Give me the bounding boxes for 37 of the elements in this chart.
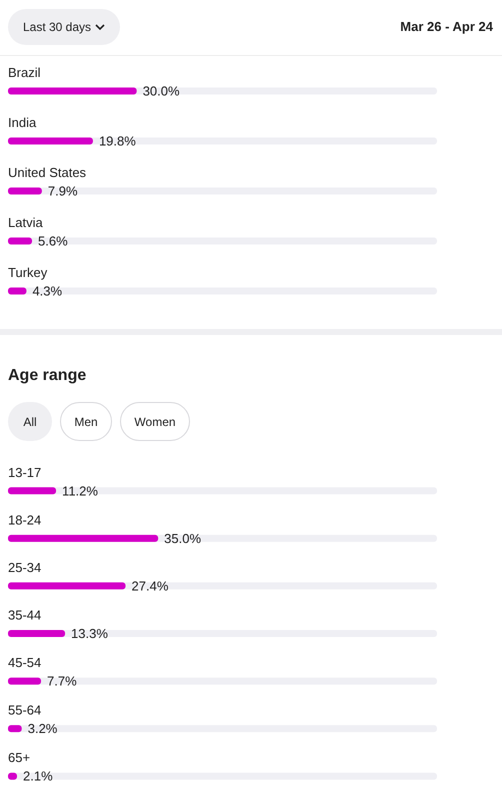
- y-tick-label: Latvia: [8, 215, 44, 230]
- text: Men: [60, 402, 112, 441]
- data-label: 27.4%: [132, 578, 169, 594]
- text: Last 30 days: [22, 20, 92, 34]
- text: All: [8, 402, 52, 441]
- bar: [8, 238, 32, 244]
- data-label: 4.3%: [32, 284, 63, 298]
- y-tick-label: United States: [8, 165, 87, 180]
- bar: [8, 678, 42, 685]
- y-tick-label: 25-34: [8, 560, 42, 575]
- y-tick-label: 45-54: [8, 655, 42, 670]
- y-tick-label: 65+: [8, 750, 30, 766]
- data-label: 3.2%: [28, 721, 58, 736]
- data-label: 7.9%: [48, 184, 78, 198]
- y-tick-label: 18-24: [8, 512, 42, 528]
- data-label: 11.2%: [62, 483, 98, 498]
- data-label: 7.7%: [47, 674, 78, 689]
- data-label: 5.6%: [38, 234, 68, 248]
- y-tick-label: 35-44: [8, 608, 42, 622]
- data-label: 19.8%: [98, 134, 136, 148]
- data-label: 35.0%: [164, 530, 202, 546]
- data-label: 2.1%: [23, 768, 54, 784]
- bar: [8, 487, 56, 494]
- y-tick-label: Turkey: [8, 265, 48, 280]
- y-tick-label: 55-64: [8, 702, 42, 718]
- data-label: 30.0%: [142, 84, 180, 98]
- bar: [8, 188, 42, 194]
- chart-title: Age range: [8, 367, 86, 385]
- y-tick-label: India: [8, 115, 37, 130]
- text: Women: [120, 402, 190, 441]
- bar: [8, 630, 66, 637]
- y-tick-label: 13-17: [8, 464, 42, 480]
- bar: [8, 288, 26, 294]
- text: Mar 26 - Apr 24: [400, 19, 493, 34]
- y-tick-label: Brazil: [8, 65, 41, 80]
- bar: [8, 138, 93, 144]
- data-label: 13.3%: [71, 626, 108, 641]
